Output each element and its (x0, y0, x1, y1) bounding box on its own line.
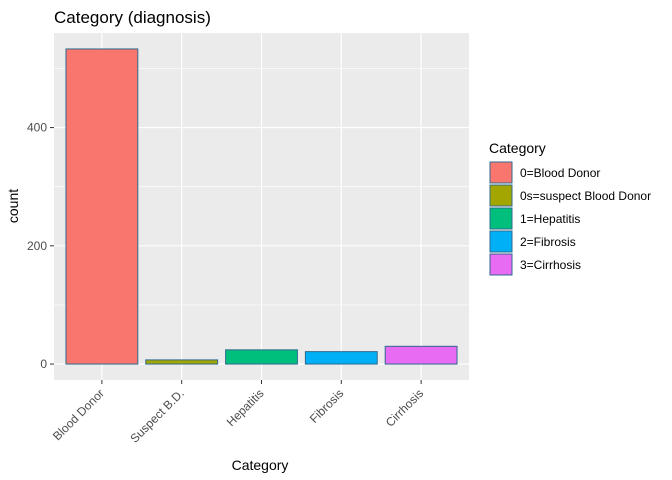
x-tick-label: Fibrosis (307, 386, 347, 426)
x-tick-label: Hepatitis (224, 386, 267, 429)
legend-key (489, 253, 513, 276)
chart-title: Category (diagnosis) (54, 8, 211, 27)
bar-blood-donor (65, 48, 139, 365)
legend-label: 0s=suspect Blood Donor (520, 189, 651, 203)
y-tick-label: 400 (27, 121, 47, 135)
x-tick-label: Blood Donor (50, 386, 107, 443)
bars (65, 48, 458, 365)
bar-hepatitis (225, 349, 298, 365)
x-axis-ticks: Blood Donor Suspect B.D. Hepatitis Fibrosis… (50, 380, 426, 446)
legend-title: Category (489, 140, 546, 156)
legend-key (489, 207, 513, 230)
y-tick-label: 200 (27, 239, 47, 253)
legend-label: 3=Cirrhosis (520, 258, 581, 272)
legend-label: 1=Hepatitis (520, 212, 580, 226)
legend-key (489, 184, 513, 207)
bar-suspect-b-d (145, 359, 219, 365)
bar-cirrhosis (384, 345, 458, 365)
x-axis-title: Category (232, 457, 289, 473)
legend-key (489, 161, 513, 184)
legend-label: 2=Fibrosis (520, 235, 576, 249)
y-axis-ticks: 0 200 400 (27, 121, 54, 371)
x-tick-label: Suspect B.D. (127, 386, 186, 445)
y-axis-title: count (5, 189, 21, 223)
legend: Category 0=Blood Donor 0s=suspect Blood D… (489, 140, 651, 276)
legend-key (489, 230, 513, 253)
legend-label: 0=Blood Donor (520, 166, 600, 180)
bar-fibrosis (304, 351, 378, 365)
x-tick-label: Cirrhosis (383, 386, 426, 429)
y-tick-label: 0 (40, 357, 47, 371)
